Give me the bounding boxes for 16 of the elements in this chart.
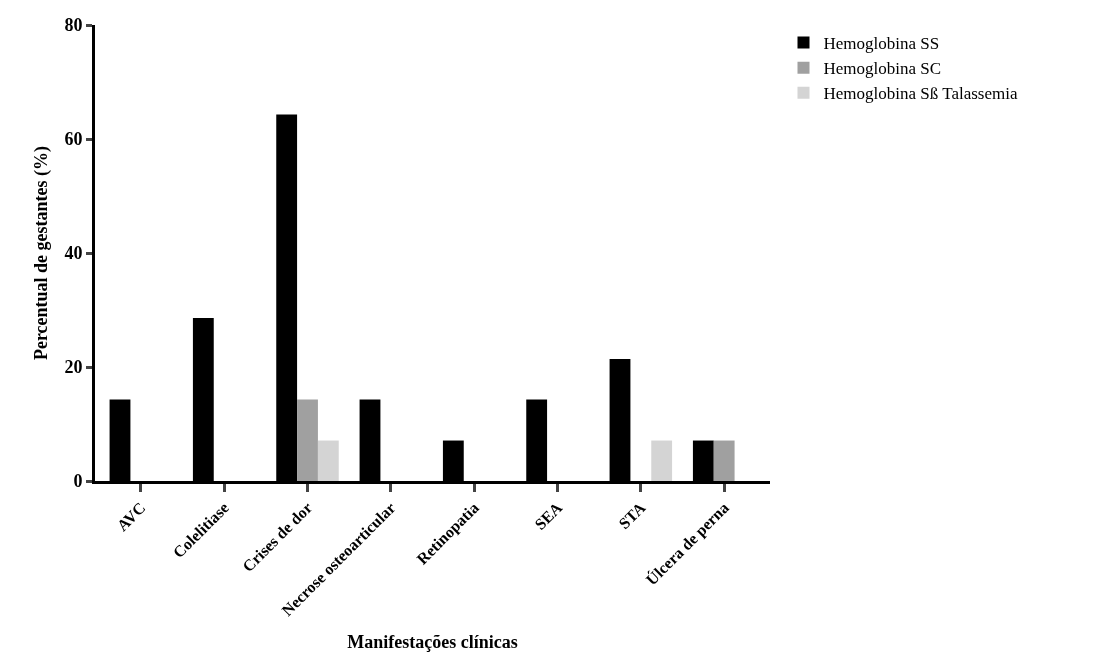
y-axis-title: Percentual de gestantes (%): [31, 145, 52, 361]
y-tick-label: 20: [64, 357, 83, 378]
legend-label: Hemoglobina SS: [823, 34, 940, 54]
bar: [297, 399, 318, 481]
x-tick-label: STA: [615, 498, 649, 533]
bar: [317, 440, 339, 481]
y-tick-label: 80: [64, 15, 83, 36]
y-tick-label: 60: [64, 129, 83, 150]
legend-label: Hemoglobina SC: [823, 59, 942, 79]
bar: [713, 440, 735, 481]
x-tick-label: SEA: [531, 498, 566, 533]
bar: [651, 440, 673, 481]
y-tick-label: 40: [64, 243, 83, 264]
y-tick-label: 0: [73, 471, 83, 492]
x-axis-title: Manifestações clínicas: [347, 632, 518, 653]
legend-label: Hemoglobina Sß Talassemia: [823, 84, 1018, 104]
